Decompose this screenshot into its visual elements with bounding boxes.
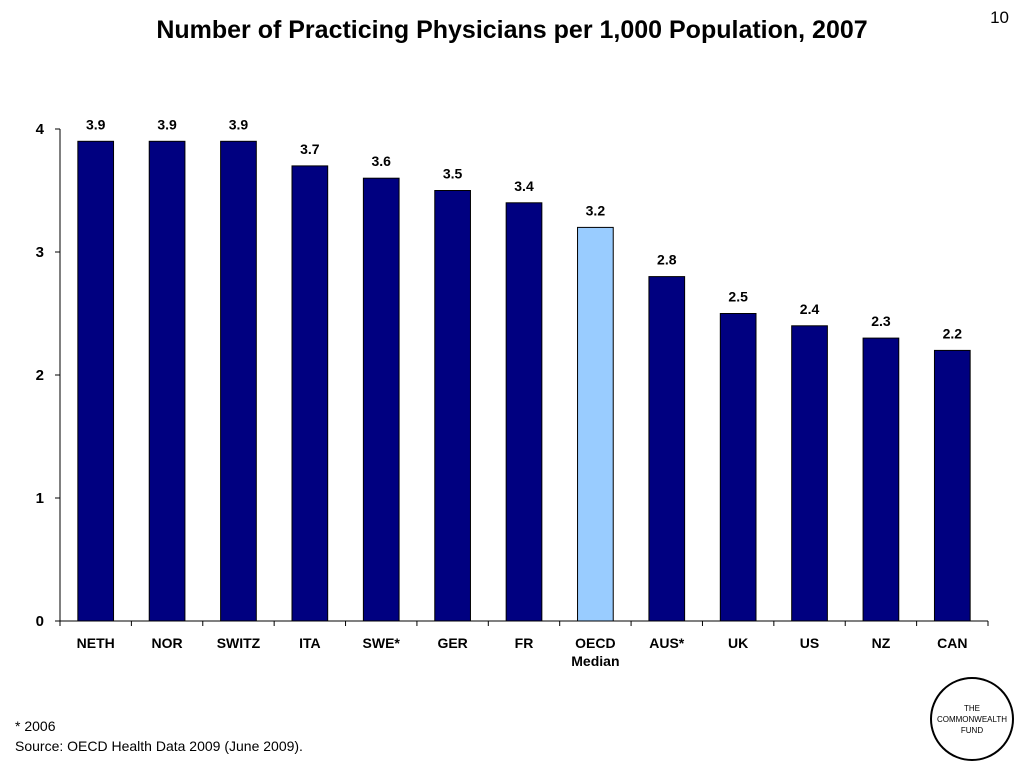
bar bbox=[791, 325, 828, 622]
data-label: 3.2 bbox=[586, 202, 606, 218]
source-note: Source: OECD Health Data 2009 (June 2009… bbox=[15, 738, 303, 754]
logo-text: THE COMMONWEALTH FUND bbox=[932, 703, 1012, 736]
bar bbox=[577, 226, 614, 622]
data-label: 3.9 bbox=[157, 116, 177, 132]
page-number: 10 bbox=[990, 8, 1009, 27]
logo-line: FUND bbox=[960, 725, 984, 735]
bar bbox=[220, 140, 257, 622]
data-label: 3.7 bbox=[300, 141, 320, 157]
data-label: 3.9 bbox=[86, 116, 106, 132]
footnote: * 2006 Source: OECD Health Data 2009 (Ju… bbox=[15, 716, 303, 756]
data-label: 2.3 bbox=[871, 313, 891, 329]
footnote-note: * 2006 bbox=[15, 718, 56, 734]
x-tick-label: GER bbox=[437, 635, 467, 651]
x-tick-label: NZ bbox=[872, 635, 891, 651]
data-label: 2.8 bbox=[657, 252, 677, 268]
bar bbox=[291, 165, 329, 622]
x-tick-label: UK bbox=[728, 635, 748, 651]
data-label: 3.5 bbox=[443, 166, 463, 182]
x-tick-label: OECD Median bbox=[571, 635, 619, 669]
y-tick-label: 0 bbox=[36, 613, 44, 630]
x-tick-label: ITA bbox=[299, 635, 321, 651]
y-tick-label: 2 bbox=[36, 367, 44, 384]
data-label: 3.9 bbox=[229, 116, 249, 132]
chart-title: Number of Practicing Physicians per 1,00… bbox=[156, 16, 868, 44]
x-tick-label: AUS* bbox=[649, 635, 685, 651]
x-tick-label: NOR bbox=[152, 635, 183, 651]
data-label: 2.5 bbox=[728, 289, 748, 305]
x-tick-label: US bbox=[800, 635, 819, 651]
data-label: 3.4 bbox=[514, 178, 534, 194]
data-label: 2.2 bbox=[943, 325, 963, 341]
bar bbox=[148, 140, 186, 622]
bar bbox=[648, 276, 686, 622]
logo-line: COMMONWEALTH bbox=[936, 714, 1008, 724]
y-tick-label: 3 bbox=[36, 244, 44, 261]
bar bbox=[933, 349, 971, 622]
y-tick-label: 4 bbox=[36, 121, 45, 138]
x-tick-label: NETH bbox=[77, 635, 115, 651]
data-label: 2.4 bbox=[800, 301, 820, 317]
x-tick-label: FR bbox=[515, 635, 534, 651]
logo-line: THE bbox=[964, 703, 980, 713]
bar bbox=[77, 140, 115, 622]
bar bbox=[434, 190, 471, 622]
bar bbox=[719, 313, 757, 622]
data-label: 3.6 bbox=[371, 153, 391, 169]
bar bbox=[362, 177, 400, 622]
commonwealth-fund-logo: THE COMMONWEALTH FUND bbox=[930, 677, 1014, 761]
x-tick-label: SWE* bbox=[363, 635, 401, 651]
x-tick-label: SWITZ bbox=[217, 635, 261, 651]
bar bbox=[862, 337, 900, 622]
x-tick-label: CAN bbox=[937, 635, 967, 651]
bar bbox=[505, 202, 543, 622]
y-tick-label: 1 bbox=[36, 490, 44, 507]
